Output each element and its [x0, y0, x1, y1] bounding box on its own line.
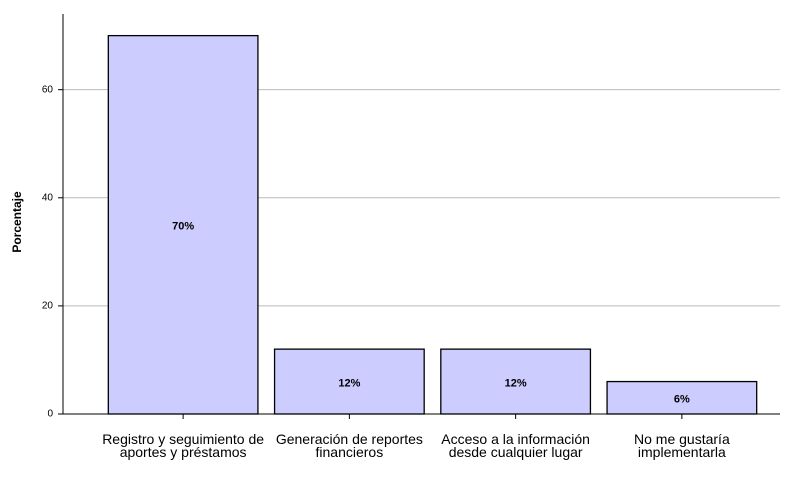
y-tick-label: 20	[42, 301, 54, 312]
data-label: 12%	[338, 377, 360, 389]
x-tick-label: Generación de reportes financieros	[275, 431, 423, 460]
x-tick-label: Acceso a la información desde cualquier …	[441, 431, 590, 460]
data-label: 6%	[674, 394, 690, 406]
x-tick-label: Registro y seguimiento de aportes y prés…	[102, 431, 265, 460]
data-label: 12%	[505, 377, 527, 389]
y-tick-label: 0	[47, 409, 53, 420]
bar	[440, 348, 592, 415]
data-label: 70%	[172, 221, 194, 233]
y-tick-label: 60	[42, 84, 54, 95]
bar	[273, 348, 425, 415]
y-axis-label: Porcentaje	[10, 191, 24, 253]
x-tick-label: No me gustaría implementarla	[634, 431, 730, 460]
bar	[107, 34, 259, 415]
bar	[606, 380, 758, 415]
y-tick-label: 40	[42, 192, 54, 203]
